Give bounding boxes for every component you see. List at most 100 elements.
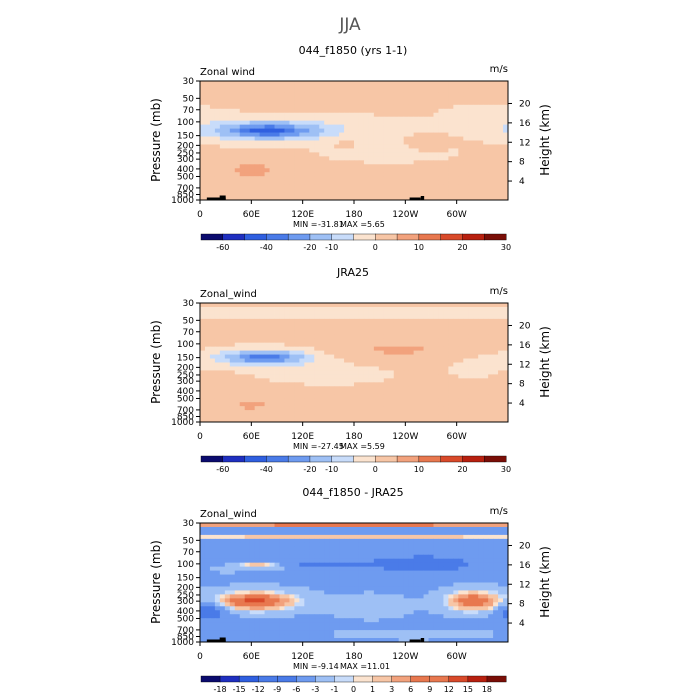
contour-cell [493,394,499,399]
contour-cell [249,570,256,575]
contour-cell [214,350,221,355]
contour-cell [259,108,265,114]
contour-cell [344,574,350,579]
contour-cell [358,394,365,399]
contour-cell [428,160,434,165]
contour-cell [368,184,375,189]
contour-cell [363,164,370,169]
contour-cell [368,410,375,415]
contour-cell [254,410,261,415]
contour-cell [463,92,469,98]
contour-cell [448,104,454,110]
contour-cell [448,144,454,149]
contour-cell [249,152,256,157]
contour-cell [284,542,290,548]
contour-cell [274,586,280,591]
contour-cell [498,334,504,340]
contour-cell [478,318,484,324]
contour-cell [483,124,489,129]
contour-cell [463,578,469,583]
contour-cell [204,562,211,568]
contour-cell [453,306,459,312]
contour-cell [239,306,246,312]
contour-cell [219,586,226,591]
contour-cell [453,164,459,169]
contour-cell [334,382,340,387]
contour-cell [393,390,400,395]
contour-cell [200,128,206,133]
contour-cell [219,350,226,355]
contour-cell [418,322,424,328]
contour-cell [244,550,251,556]
contour-cell [438,176,444,181]
contour-cell [483,350,489,355]
contour-cell [274,120,280,126]
contour-cell [354,406,360,411]
contour-cell [219,92,226,98]
contour-cell [448,84,454,90]
contour-cell [224,128,231,133]
stats-max-label: MAX = [340,220,367,229]
contour-cell [279,558,285,564]
contour-cell [393,88,400,94]
contour-cell [349,546,355,552]
contour-cell [294,382,300,387]
contour-cell [453,374,459,379]
contour-cell [393,530,400,536]
contour-cell [473,398,479,403]
contour-cell [209,523,216,528]
contour-cell [358,188,365,193]
contour-cell [398,148,405,153]
contour-cell [319,192,325,197]
contour-cell [344,534,350,540]
contour-cell [284,84,290,90]
contour-cell [408,402,415,407]
contour-cell [488,394,494,399]
contour-cell [438,172,444,177]
contour-cell [299,523,305,528]
contour-cell [463,523,469,528]
contour-cell [458,306,464,312]
contour-cell [329,582,335,587]
contour-cell [219,180,226,185]
contour-cell [224,136,231,141]
contour-cell [408,334,415,340]
contour-cell [473,92,479,98]
contour-cell [418,160,424,165]
contour-cell [448,378,454,383]
contour-cell [358,570,365,575]
contour-cell [279,104,285,110]
contour-cell [339,132,345,137]
contour-cell [309,136,315,141]
contour-cell [453,338,459,344]
contour-cell [224,390,231,395]
contour-cell [458,570,464,575]
contour-cell [344,112,350,118]
contour-cell [488,303,494,308]
contour-cell [200,196,206,201]
contour-cell [259,144,265,149]
contour-cell [200,354,206,359]
contour-cell [413,188,419,193]
contour-cell [229,386,236,391]
contour-cell [214,550,221,556]
contour-cell [378,374,385,379]
contour-cell [378,100,385,106]
contour-cell [264,116,270,122]
contour-cell [319,184,325,189]
contour-cell [200,303,206,308]
contour-cell [309,578,315,583]
contour-cell [408,526,415,532]
contour-cell [433,303,439,308]
contour-cell [423,188,429,193]
contour-cell [354,140,360,145]
contour-cell [438,148,444,153]
contour-cell [368,378,375,383]
contour-cell [349,196,355,201]
contour-cell [344,370,350,375]
contour-cell [473,366,479,371]
contour-cell [254,128,261,133]
contour-cell [289,140,295,145]
contour-cell [368,140,375,145]
contour-cell [229,148,236,153]
